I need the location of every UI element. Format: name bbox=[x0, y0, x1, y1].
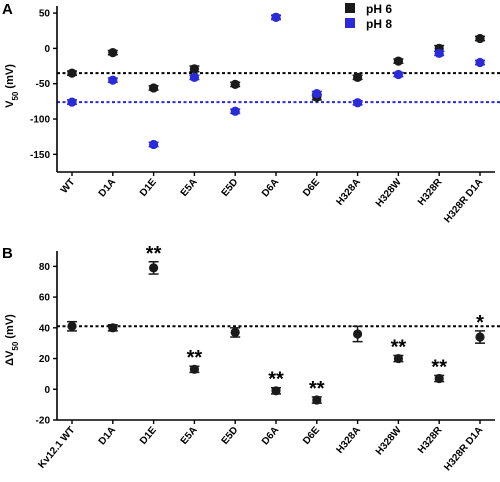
panel-b-significance-label: ** bbox=[187, 347, 203, 369]
panel-a-category-label: H328R D1A bbox=[442, 177, 485, 225]
panel-a-category-label: D6A bbox=[260, 177, 281, 199]
panel-a-point-series-1 bbox=[271, 12, 281, 22]
panel-b-y-tick-label: 60 bbox=[39, 293, 51, 304]
panel-b-category-label: E5D bbox=[220, 425, 241, 447]
panel-a-category-label: D6E bbox=[301, 177, 322, 199]
panel-a-category-label: WT bbox=[59, 177, 77, 196]
panel-a-y-tick-label: -150 bbox=[30, 150, 50, 161]
legend-swatch-ph8 bbox=[345, 18, 355, 28]
panel-a-point-series-1 bbox=[434, 48, 444, 58]
panel-b-significance-label: ** bbox=[309, 378, 325, 400]
panel-b-ylabel: ΔV50 (mV) bbox=[4, 314, 20, 366]
panel-b-significance-label: ** bbox=[391, 336, 407, 358]
panel-b-significance-label: ** bbox=[146, 243, 162, 265]
panel-b-significance-label: ** bbox=[431, 356, 447, 378]
panel-a-point-series-0 bbox=[353, 72, 363, 82]
panel-a-point-series-1 bbox=[230, 106, 240, 116]
panel-a: 50 0 -50 -100 -150 WT D1A D1E E5A E5D D6A D6E H328A H… bbox=[30, 6, 500, 225]
legend: pH 6 pH 8 bbox=[345, 2, 392, 31]
panel-a-point-series-1 bbox=[189, 72, 199, 82]
panel-b-y-tick-label: 20 bbox=[39, 354, 51, 365]
panel-b-point-series-0 bbox=[312, 395, 322, 405]
panel-a-point-series-1 bbox=[312, 88, 322, 99]
panel-b-point-series-0 bbox=[149, 263, 159, 273]
panel-b-point-series-0 bbox=[108, 323, 118, 333]
panel-a-category-label: H328A bbox=[334, 177, 362, 208]
panel-b-category-label: D6E bbox=[301, 425, 322, 447]
panel-b-category-label: Kv12.1 WT bbox=[36, 425, 77, 471]
panel-a-category-label: D1E bbox=[138, 177, 159, 199]
panel-b-category-label: D6A bbox=[260, 425, 281, 447]
panel-b-point-series-0 bbox=[189, 364, 199, 374]
panel-b-point-series-0 bbox=[475, 332, 485, 342]
panel-b-y-tick-label: 40 bbox=[39, 323, 51, 334]
panel-b-significance-label: * bbox=[476, 312, 484, 334]
panel-a-y-tick-label: -50 bbox=[36, 79, 51, 90]
panel-a-point-series-0 bbox=[108, 48, 118, 58]
panel-a-point-series-1 bbox=[475, 57, 485, 68]
panel-a-point-series-0 bbox=[189, 64, 199, 74]
panel-a-point-series-1 bbox=[393, 69, 403, 80]
panel-b-point-series-0 bbox=[271, 386, 281, 396]
panel-a-point-series-0 bbox=[67, 68, 77, 78]
panel-a-ylabel: V50 (mV) bbox=[4, 64, 20, 108]
panel-a-point-series-0 bbox=[475, 33, 485, 44]
panel-b-category-label: H328W bbox=[374, 424, 404, 457]
panel-a-point-series-1 bbox=[149, 139, 159, 150]
panel-b-category-label: D1A bbox=[97, 425, 118, 447]
legend-label-ph6: pH 6 bbox=[366, 2, 392, 16]
panel-b-y-tick-label: 80 bbox=[39, 262, 51, 273]
panel-b-point-series-0 bbox=[67, 321, 77, 331]
legend-swatch-ph6 bbox=[345, 3, 355, 13]
panel-a-point-series-1 bbox=[353, 98, 363, 108]
panel-a-category-label: E5D bbox=[220, 177, 241, 199]
panel-a-category-label: H328W bbox=[374, 176, 404, 209]
panel-a-category-label: D1A bbox=[97, 177, 118, 199]
panel-a-point-series-0 bbox=[393, 56, 403, 66]
panel-b-point-series-0 bbox=[230, 327, 240, 338]
legend-label-ph8: pH 8 bbox=[366, 17, 392, 31]
panel-a-point-series-0 bbox=[149, 83, 159, 93]
panel-b-point-series-0 bbox=[434, 373, 444, 384]
panel-a-category-label: E5A bbox=[179, 177, 200, 199]
panel-b-point-series-0 bbox=[353, 329, 363, 339]
panel-a-point-series-1 bbox=[67, 97, 77, 107]
panel-a-y-tick-label: -100 bbox=[30, 115, 50, 126]
panel-a-letter: A bbox=[2, 1, 13, 18]
panel-b-letter: B bbox=[2, 245, 13, 262]
panel-b-category-label: H328R D1A bbox=[442, 425, 485, 473]
panel-b-point-series-0 bbox=[393, 353, 403, 364]
panel-b-y-tick-label: 0 bbox=[44, 385, 50, 396]
panel-b-significance-label: ** bbox=[268, 369, 284, 391]
panel-a-y-tick-label: 0 bbox=[44, 44, 50, 55]
panel-a-category-label: H328R bbox=[416, 176, 445, 208]
panel-b-category-label: D1E bbox=[138, 425, 159, 447]
panel-b-category-label: E5A bbox=[179, 425, 200, 447]
panel-b-y-tick-label: -20 bbox=[36, 416, 51, 427]
panel-a-point-series-1 bbox=[108, 75, 118, 85]
panel-b-category-label: H328A bbox=[334, 425, 362, 456]
panel-b-category-label: H328R bbox=[416, 424, 445, 456]
panel-a-y-tick-label: 50 bbox=[39, 9, 51, 20]
panel-a-point-series-0 bbox=[230, 79, 240, 90]
